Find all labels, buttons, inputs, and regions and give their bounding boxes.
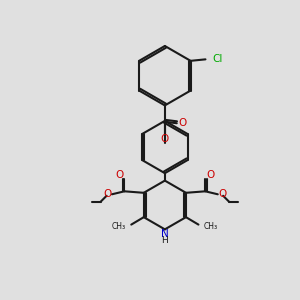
Text: O: O	[161, 134, 169, 144]
Text: O: O	[206, 170, 215, 180]
Text: O: O	[218, 189, 226, 199]
Text: O: O	[178, 118, 187, 128]
Text: O: O	[103, 189, 112, 199]
Text: O: O	[115, 170, 123, 180]
Text: Cl: Cl	[212, 54, 222, 64]
Text: CH₃: CH₃	[112, 222, 126, 231]
Text: N: N	[161, 230, 169, 239]
Text: CH₃: CH₃	[204, 222, 218, 231]
Text: H: H	[161, 236, 168, 244]
